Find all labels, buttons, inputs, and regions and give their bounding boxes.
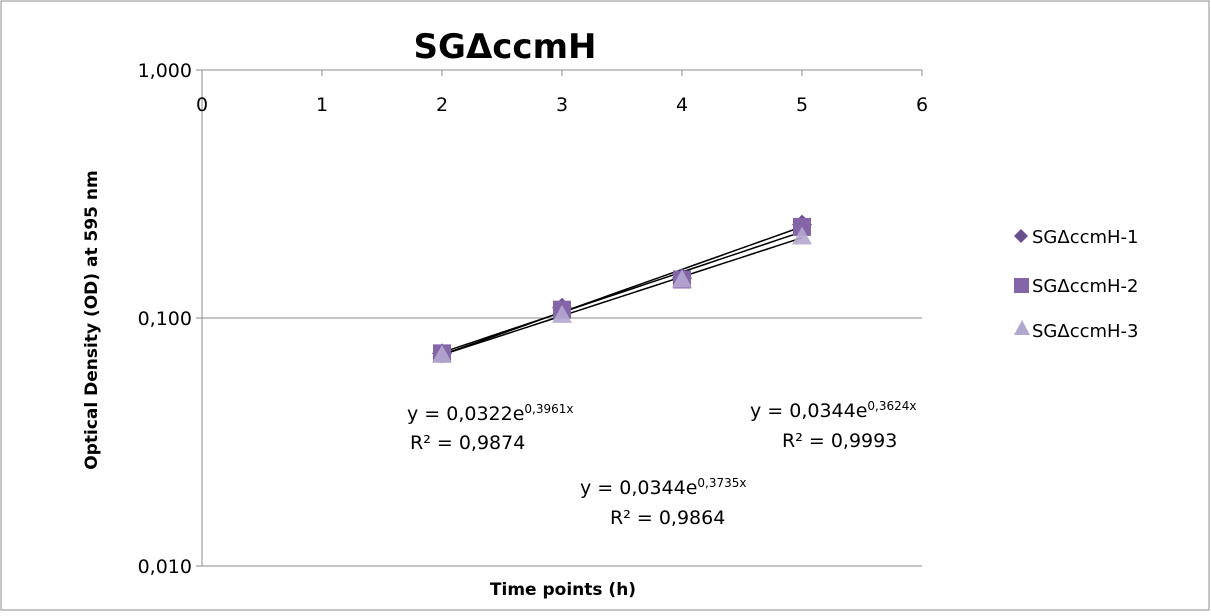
y-tick-label: 1,000 — [138, 60, 192, 82]
data-markers — [432, 214, 812, 364]
trendline-r2-3: R² = 0,9993 — [782, 430, 897, 452]
y-tick-label: 0,100 — [138, 308, 192, 330]
trendline-r2-2: R² = 0,9864 — [610, 507, 725, 529]
data-point-s3 — [792, 226, 812, 245]
x-tick-label: 0 — [196, 94, 208, 116]
legend-item-2: SGΔccmH-2 — [1014, 276, 1139, 297]
trendline-equation-2: y = 0,0344e0,3735x — [580, 476, 747, 499]
trendline-2 — [441, 231, 803, 354]
x-axis-title: Time points (h) — [490, 580, 636, 600]
legend-triangle-marker — [1014, 320, 1030, 335]
data-point-s3 — [672, 269, 692, 288]
trendline-annotation-2: y = 0,0344e0,3735x R² = 0,9864 — [580, 476, 747, 529]
legend-label-1: SGΔccmH-1 — [1032, 227, 1139, 248]
legend-label-2: SGΔccmH-2 — [1032, 276, 1139, 297]
legend-square-marker — [1014, 278, 1029, 293]
y-axis-title: Optical Density (OD) at 595 nm — [82, 170, 102, 469]
trendlines — [441, 226, 803, 356]
x-tick-label: 3 — [556, 94, 568, 116]
trendline-3 — [441, 237, 803, 356]
trendline-annotation-1: y = 0,0322e0,3961x R² = 0,9874 — [407, 402, 574, 454]
trendline-equation-3: y = 0,0344e0,3624x — [750, 399, 917, 422]
y-tick-label: 0,010 — [138, 556, 192, 578]
x-tick-label: 6 — [916, 94, 928, 116]
chart-title: SGΔccmH — [414, 27, 597, 67]
legend-diamond-marker — [1014, 229, 1028, 243]
legend-item-3: SGΔccmH-3 — [1014, 320, 1139, 342]
legend: SGΔccmH-1 SGΔccmH-2 SGΔccmH-3 — [1014, 227, 1139, 342]
legend-label-3: SGΔccmH-3 — [1032, 321, 1139, 342]
trendline-annotation-3: y = 0,0344e0,3624x R² = 0,9993 — [750, 399, 917, 452]
x-tick-label: 1 — [316, 94, 328, 116]
legend-item-1: SGΔccmH-1 — [1014, 227, 1139, 248]
trendline-r2-1: R² = 0,9874 — [410, 432, 525, 454]
x-tick-label: 2 — [436, 94, 448, 116]
trendline-equation-1: y = 0,0322e0,3961x — [407, 402, 574, 425]
trendline-1 — [441, 226, 803, 356]
x-tick-label: 5 — [796, 94, 808, 116]
data-point-s3 — [552, 304, 572, 323]
x-tick-label: 4 — [676, 94, 688, 116]
data-point-s3 — [432, 344, 452, 363]
